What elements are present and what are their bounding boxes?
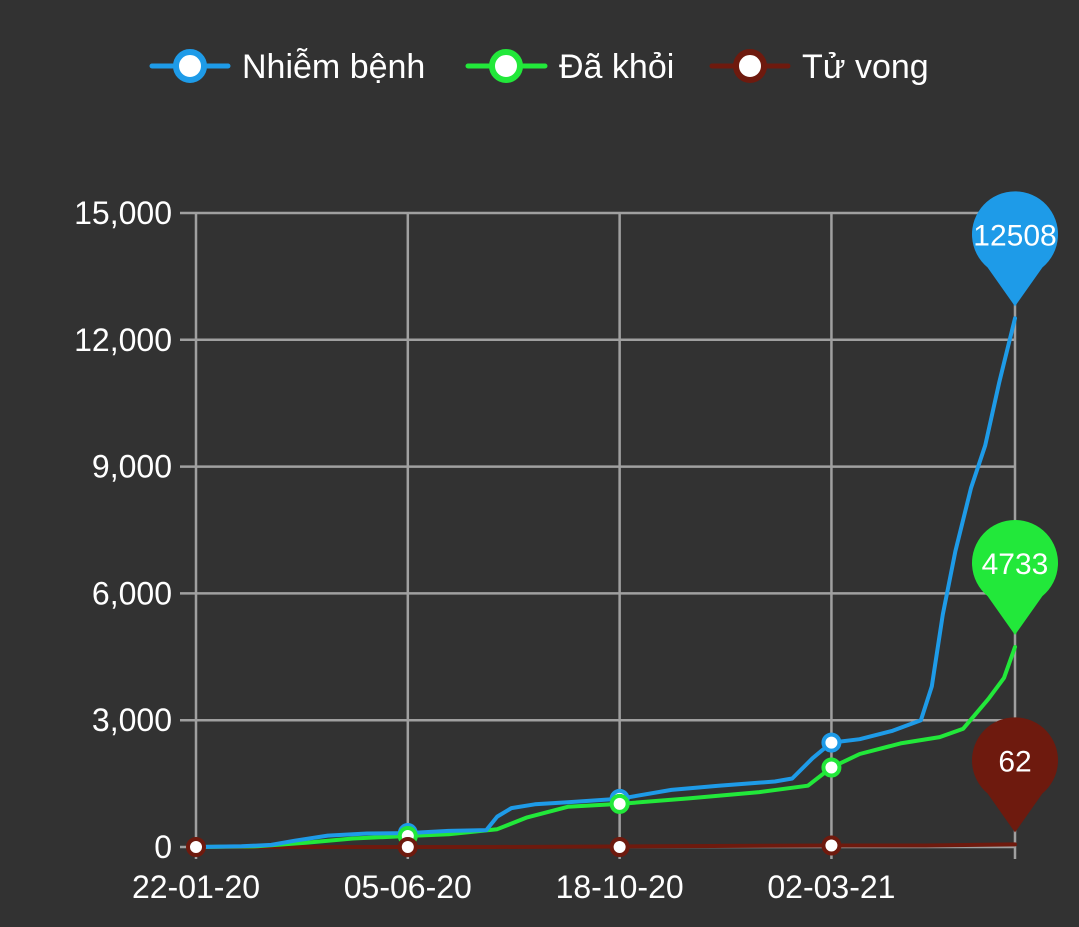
y-axis-ticks: 0 3,000 6,000 9,000 12,000 15,000 [74,195,172,865]
series-line-0 [194,316,1017,849]
legend-marker [489,49,523,83]
legend-label: Tử vong [802,48,929,86]
data-point-marker [821,835,842,856]
pin-value-label: 62 [998,745,1031,778]
y-tick-label: 12,000 [74,322,172,358]
y-tick-label: 6,000 [92,575,172,611]
pin-shape [972,717,1059,833]
end-value-pin-1: 4733 [972,519,1059,635]
x-tick-label: 22-01-20 [132,869,260,905]
data-point-marker [186,837,206,857]
x-tick-label: 05-06-20 [344,869,472,905]
end-value-pin-0: 12508 [972,191,1059,307]
series-line-1 [194,645,1017,849]
end-value-pins: 12508 4733 62 [972,191,1059,833]
data-point-marker [609,793,630,814]
y-tick-label: 15,000 [74,195,172,231]
x-tick-label: 18-10-20 [556,869,684,905]
legend: Nhiễm bệnh Đã khỏi Tử vong [149,48,929,86]
data-point-marker [821,732,842,753]
pin-value-label: 12508 [973,219,1056,252]
legend-item-2: Tử vong [709,48,929,86]
pin-value-label: 4733 [982,548,1049,581]
end-value-pin-2: 62 [972,717,1059,833]
series-markers [186,732,842,857]
pin-shape [972,519,1059,635]
series-lines [194,316,1017,849]
x-tick-label: 02-03-21 [767,869,895,905]
y-tick-label: 9,000 [92,449,172,485]
legend-label: Đã khỏi [559,48,674,86]
x-axis-ticks: 22-01-20 05-06-20 18-10-20 02-03-21 [132,869,896,905]
pin-shape [972,191,1059,307]
legend-marker [733,49,767,83]
data-point-marker [609,837,630,857]
data-point-marker [821,757,842,778]
legend-item-1: Đã khỏi [465,48,674,86]
legend-item-0: Nhiễm bệnh [149,48,425,86]
y-tick-label: 0 [154,829,172,865]
grid [180,211,1017,859]
series-line-2 [194,842,1017,849]
y-tick-label: 3,000 [92,702,172,738]
data-point-marker [397,837,418,857]
legend-marker [173,49,207,83]
legend-label: Nhiễm bệnh [242,48,425,86]
